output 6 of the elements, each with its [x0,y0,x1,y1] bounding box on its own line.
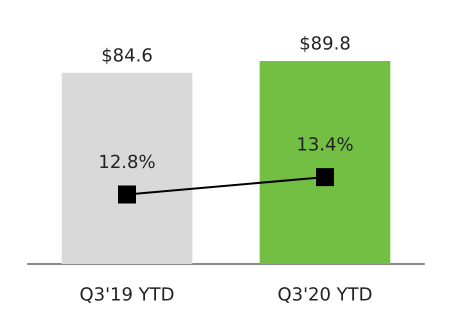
x-tick-label: Q3'20 YTD [277,284,373,306]
x-tick-label: Q3'19 YTD [79,284,175,306]
data-label: $89.8 [299,34,351,55]
data-label: 12.8% [98,152,156,173]
data-label: $84.6 [101,45,153,66]
data-label: 13.4% [296,134,354,156]
